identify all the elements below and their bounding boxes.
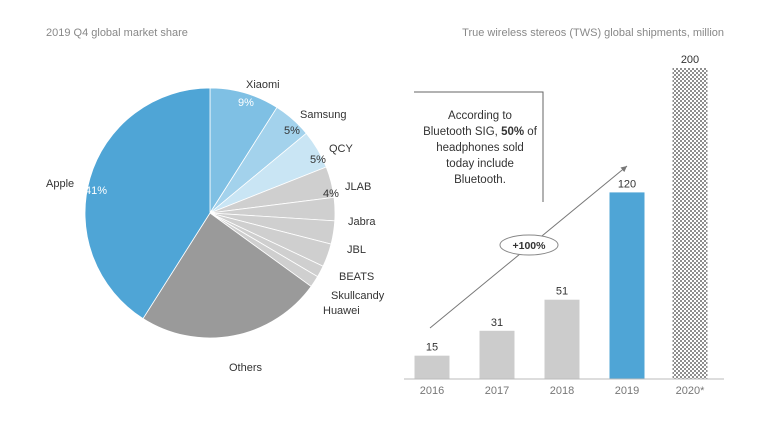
pie-label-jabra: Jabra xyxy=(348,216,376,228)
bar-value-2017: 31 xyxy=(491,317,503,329)
pie-value-others: 24% xyxy=(222,344,244,356)
pie-label-skullcandy: Skullcandy xyxy=(331,290,385,302)
bar-category-2019: 2019 xyxy=(615,385,639,397)
pie-slice-others xyxy=(142,212,312,339)
growth-label: +100% xyxy=(513,240,547,252)
pie-value-samsung: 5% xyxy=(284,125,300,137)
bar-2016 xyxy=(414,355,450,379)
pie-label-jlab: JLAB xyxy=(345,181,371,193)
growth-indicator: +100% xyxy=(429,165,628,329)
bar-2019 xyxy=(609,192,645,379)
pie-slice-apple xyxy=(84,87,211,320)
pie-value-xiaomi: 9% xyxy=(238,97,254,109)
pie-label-apple: Apple xyxy=(46,178,74,190)
bar-value-2020: 200 xyxy=(681,54,699,66)
bar-category-2020: 2020* xyxy=(676,385,705,397)
pie-value-qcy: 5% xyxy=(310,154,326,166)
pie-label-beats: BEATS xyxy=(339,271,374,283)
bar-category-2018: 2018 xyxy=(550,385,574,397)
bar-2020 xyxy=(672,68,708,379)
pie-label-xiaomi: Xiaomi xyxy=(246,79,280,91)
annotation-bracket xyxy=(414,91,544,202)
market-share-pie xyxy=(84,87,336,339)
bar-category-2016: 2016 xyxy=(420,385,444,397)
growth-badge xyxy=(499,234,559,256)
bar-category-2017: 2017 xyxy=(485,385,509,397)
bar-value-2018: 51 xyxy=(556,286,568,298)
pie-label-others: Others xyxy=(229,362,263,374)
pie-label-huawei: Huawei xyxy=(323,305,360,317)
bluetooth-annotation: According to Bluetooth SIG, 50% of headpho… xyxy=(414,91,544,202)
pie-labels: Xiaomi9%Samsung5%QCY5%JLAB4%JabraJBLBEAT… xyxy=(46,79,385,374)
pie-value-apple: 41% xyxy=(85,185,107,197)
shipments-bar-chart: 15 2016 31 2017 51 2018 120 2019 200 2020* xyxy=(404,54,724,397)
bar-2018 xyxy=(544,299,580,379)
annotation-text: According to Bluetooth SIG, 50% of headpho… xyxy=(423,110,538,186)
pie-label-samsung: Samsung xyxy=(300,109,346,121)
bar-value-2019: 120 xyxy=(618,178,636,190)
pie-label-qcy: QCY xyxy=(329,143,354,155)
bar-value-2016: 15 xyxy=(426,342,438,354)
right-chart-title: True wireless stereos (TWS) global shipm… xyxy=(462,27,724,39)
pie-label-jbl: JBL xyxy=(347,244,366,256)
bar-2017 xyxy=(479,330,515,379)
pie-value-jlab: 4% xyxy=(323,188,339,200)
left-chart-title: 2019 Q4 global market share xyxy=(46,27,188,39)
